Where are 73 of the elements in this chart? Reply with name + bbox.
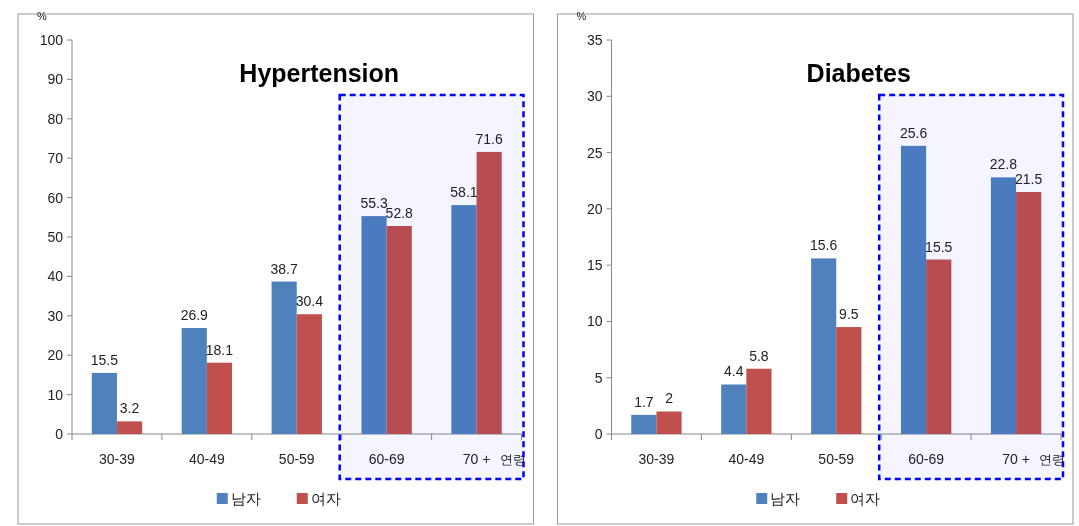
bar [206,362,233,434]
bar [721,384,747,434]
y-axis-title: % [576,10,587,22]
text: Hypertension [239,59,400,87]
bar [900,145,927,434]
x-tick-label: 50-59 [818,451,855,467]
legend-label: 여자 [310,490,341,507]
bar [476,151,502,434]
y-tick-label: 5 [594,369,603,386]
data-label: 2 [665,390,674,407]
y-tick-label: 60 [47,189,64,206]
y-tick-label: 0 [594,426,603,442]
bar [656,411,682,434]
data-label: 58.1 [450,184,478,201]
text: Diabetes [806,59,911,87]
y-tick-label: 10 [586,313,603,330]
y-tick-label: 90 [47,71,64,88]
data-label: 3.2 [119,400,140,417]
bar [631,414,657,434]
y-tick-label: 15 [586,257,603,274]
y-tick-label: 20 [47,347,64,364]
data-label: 15.5 [925,238,953,255]
x-tick-label: 30-39 [638,451,675,467]
y-tick-label: 50 [47,229,64,245]
bar [116,421,143,434]
data-label: 5.8 [749,347,769,364]
bar [990,177,1017,434]
bar [811,258,837,434]
bar [296,314,322,434]
bar [361,216,387,434]
data-label: 1.7 [634,393,654,410]
x-tick-label: 60-69 [908,451,945,467]
x-tick-label: 40-49 [188,451,225,467]
data-label: 15.6 [810,237,838,254]
legend-label: 남자 [770,490,801,507]
bar [836,327,862,434]
y-tick-label: 0 [55,426,64,442]
data-label: 9.5 [839,306,859,323]
data-label: 26.9 [180,307,209,324]
data-label: 4.4 [724,363,744,380]
bar [181,328,207,434]
data-label: 15.5 [90,351,119,368]
bar [271,281,297,434]
data-label: 21.5 [1015,170,1043,187]
legend-label: 남자 [230,490,261,507]
x-tick-label: 60-69 [368,451,405,467]
bar [1016,191,1042,434]
data-label: 71.6 [475,130,503,147]
data-label: 38.7 [270,260,298,277]
y-tick-label: 10 [47,386,64,403]
x-tick-label: 70 + [462,451,491,467]
y-tick-label: 100 [39,32,64,48]
y-tick-label: 40 [47,268,64,285]
legend-label: 여자 [850,490,881,507]
y-axis-title: % [37,10,48,22]
y-tick-label: 35 [586,32,603,48]
x-tick-label: 30-39 [99,451,136,467]
bar [91,372,117,434]
y-tick-label: 25 [586,144,603,161]
y-tick-label: 30 [47,307,64,324]
x-tick-label: 70 + [1002,451,1030,467]
x-tick-label: 40-49 [728,451,765,467]
data-label: 25.6 [899,124,928,141]
x-tick-label: 50-59 [278,451,315,467]
y-tick-label: 80 [47,110,64,127]
y-tick-label: 70 [47,150,64,167]
bar [386,225,412,434]
y-tick-label: 30 [586,88,603,105]
bar [746,368,772,434]
y-tick-label: 20 [586,200,603,217]
bar [451,205,477,434]
data-label: 22.8 [989,156,1018,173]
bar [926,259,952,434]
